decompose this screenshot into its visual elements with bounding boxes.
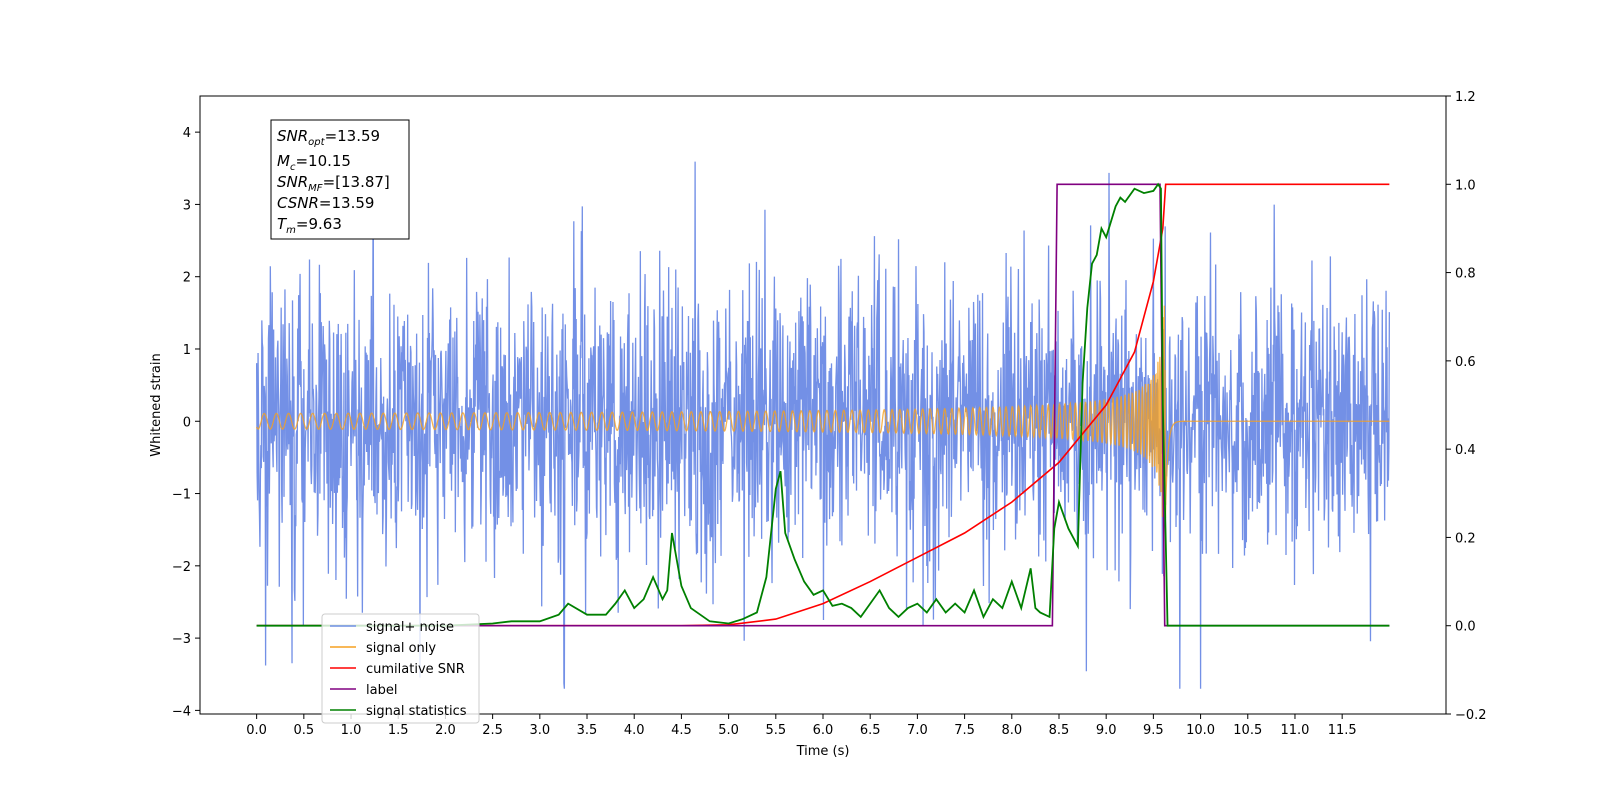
x-tick-label: 10.0 xyxy=(1186,723,1215,738)
legend: signal+ noise signal only cumilative SNR la… xyxy=(321,613,480,724)
legend-entry: cumilative SNR xyxy=(366,662,465,677)
plot-frame xyxy=(199,95,1447,715)
y-left-tick-label: 3 xyxy=(183,198,191,213)
x-tick-label: 6.0 xyxy=(813,723,834,738)
y-right-tick-label: 0.4 xyxy=(1455,443,1476,458)
y-left-tick-label: 2 xyxy=(183,271,191,286)
x-tick-label: 4.5 xyxy=(671,723,692,738)
series-signal-noise xyxy=(255,152,1391,689)
x-tick-label: 5.0 xyxy=(718,723,739,738)
y-left-tick-label: −1 xyxy=(172,488,191,503)
legend-entry: signal statistics xyxy=(366,704,467,719)
legend-entry: signal only xyxy=(366,641,436,656)
y-left-tick-label: 4 xyxy=(183,126,191,141)
y-axis-label: Whitened strain xyxy=(149,353,164,456)
y-right-tick-label: −0.2 xyxy=(1455,708,1487,723)
y-left-tick-label: 0 xyxy=(183,415,191,430)
y-right-tick-label: 0.0 xyxy=(1455,620,1476,635)
info-mc: Mc=10.15 xyxy=(277,152,351,173)
x-tick-label: 9.5 xyxy=(1143,723,1164,738)
legend-entry: label xyxy=(366,683,397,698)
x-tick-label: 2.5 xyxy=(482,723,503,738)
x-tick-label: 11.5 xyxy=(1328,723,1357,738)
y-right-tick-label: 0.8 xyxy=(1455,267,1476,282)
x-tick-label: 8.5 xyxy=(1049,723,1070,738)
x-tick-label: 7.0 xyxy=(907,723,928,738)
info-box: SNRopt=13.59 Mc=10.15 SNRMF=[13.87] CSNR… xyxy=(270,119,410,240)
y-right-tick-label: 1.0 xyxy=(1455,178,1476,193)
x-axis-label: Time (s) xyxy=(796,744,850,759)
series-signal-statistics xyxy=(256,182,1390,627)
x-tick-label: 8.0 xyxy=(1001,723,1022,738)
y-right-tick-label: 0.6 xyxy=(1455,355,1476,370)
x-tick-label: 5.5 xyxy=(765,723,786,738)
legend-entry: signal+ noise xyxy=(366,620,454,635)
x-tick-label: 4.0 xyxy=(624,723,645,738)
x-tick-label: 7.5 xyxy=(954,723,975,738)
y-left-tick-label: −4 xyxy=(172,704,191,719)
legend-frame xyxy=(321,613,480,724)
plot-area xyxy=(255,152,1391,689)
x-tick-label: 10.5 xyxy=(1233,723,1262,738)
x-tick-label: 2.0 xyxy=(435,723,456,738)
y-left-tick-label: −3 xyxy=(172,632,191,647)
y-left-tick-label: −2 xyxy=(172,560,191,575)
y-left-tick-label: 1 xyxy=(183,343,191,358)
x-tick-label: 0.5 xyxy=(293,723,314,738)
x-tick-label: 0.0 xyxy=(246,723,267,738)
series-signal-only xyxy=(256,305,1390,519)
x-tick-label: 11.0 xyxy=(1280,723,1309,738)
x-tick-label: 9.0 xyxy=(1096,723,1117,738)
info-snr-mf: SNRMF=[13.87] xyxy=(277,173,390,194)
info-csnr: CSNR=13.59 xyxy=(277,194,374,212)
info-snr-opt: SNRopt=13.59 xyxy=(277,127,380,148)
x-tick-label: 3.0 xyxy=(529,723,550,738)
y-right-tick-label: 1.2 xyxy=(1455,90,1476,105)
x-tick-label: 3.5 xyxy=(577,723,598,738)
x-tick-label: 6.5 xyxy=(860,723,881,738)
series-cumulative-snr xyxy=(256,183,1390,627)
x-tick-label: 1.0 xyxy=(341,723,362,738)
info-tm: Tm=9.63 xyxy=(277,215,342,236)
y-right-tick-label: 0.2 xyxy=(1455,531,1476,546)
axis-ticks: 0.0 0.5 1.0 1.5 2.0 2.5 3.0 3.5 4.0 4.5 5.0 5.5 6.0 6… xyxy=(172,90,1487,738)
x-tick-label: 1.5 xyxy=(388,723,409,738)
